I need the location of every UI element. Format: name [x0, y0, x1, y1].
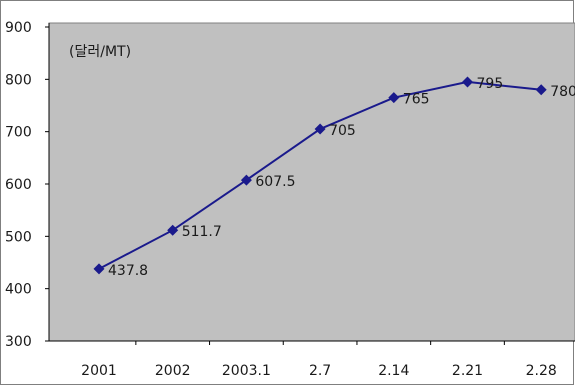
x-axis: 2001 2002 2003.1 2.7 2.14 2.21 2.28	[81, 341, 557, 379]
data-point-marker	[167, 224, 179, 236]
y-tick-label: 700	[5, 125, 32, 141]
x-tick-label: 2.28	[526, 363, 557, 379]
y-axis: 300 400 500 600 700 800 900	[5, 20, 49, 350]
x-tick-label: 2003.1	[222, 363, 271, 379]
x-tick-label: 2001	[81, 363, 117, 379]
x-tick-label: 2.21	[452, 363, 483, 379]
data-label: 765	[403, 92, 430, 108]
data-point-marker	[462, 76, 473, 88]
y-tick-label: 300	[5, 334, 32, 350]
y-tick-label: 800	[5, 72, 32, 88]
data-label: 511.7	[182, 224, 222, 240]
y-tick-label: 600	[5, 177, 32, 193]
y-tick-label: 500	[5, 229, 32, 245]
data-point-marker	[240, 174, 252, 186]
data-labels: 437.8 511.7 607.5 705 765 795 780	[108, 76, 575, 279]
unit-label: (달러/MT)	[69, 44, 131, 60]
data-point-marker	[388, 92, 400, 104]
data-label: 705	[329, 123, 356, 139]
x-tick-label: 2.14	[378, 363, 409, 379]
x-tick-label: 2.7	[309, 363, 331, 379]
data-label: 795	[477, 76, 504, 92]
data-label: 437.8	[108, 263, 148, 279]
y-tick-label: 900	[5, 20, 32, 36]
data-label: 607.5	[255, 174, 295, 190]
x-tick-label: 2002	[155, 363, 191, 379]
data-label: 780	[550, 84, 575, 100]
series-markers	[93, 76, 547, 275]
data-point-marker	[93, 263, 105, 275]
plot-area	[48, 22, 575, 342]
y-tick-label: 400	[5, 282, 32, 298]
data-point-marker	[535, 84, 547, 96]
data-point-marker	[314, 123, 326, 135]
